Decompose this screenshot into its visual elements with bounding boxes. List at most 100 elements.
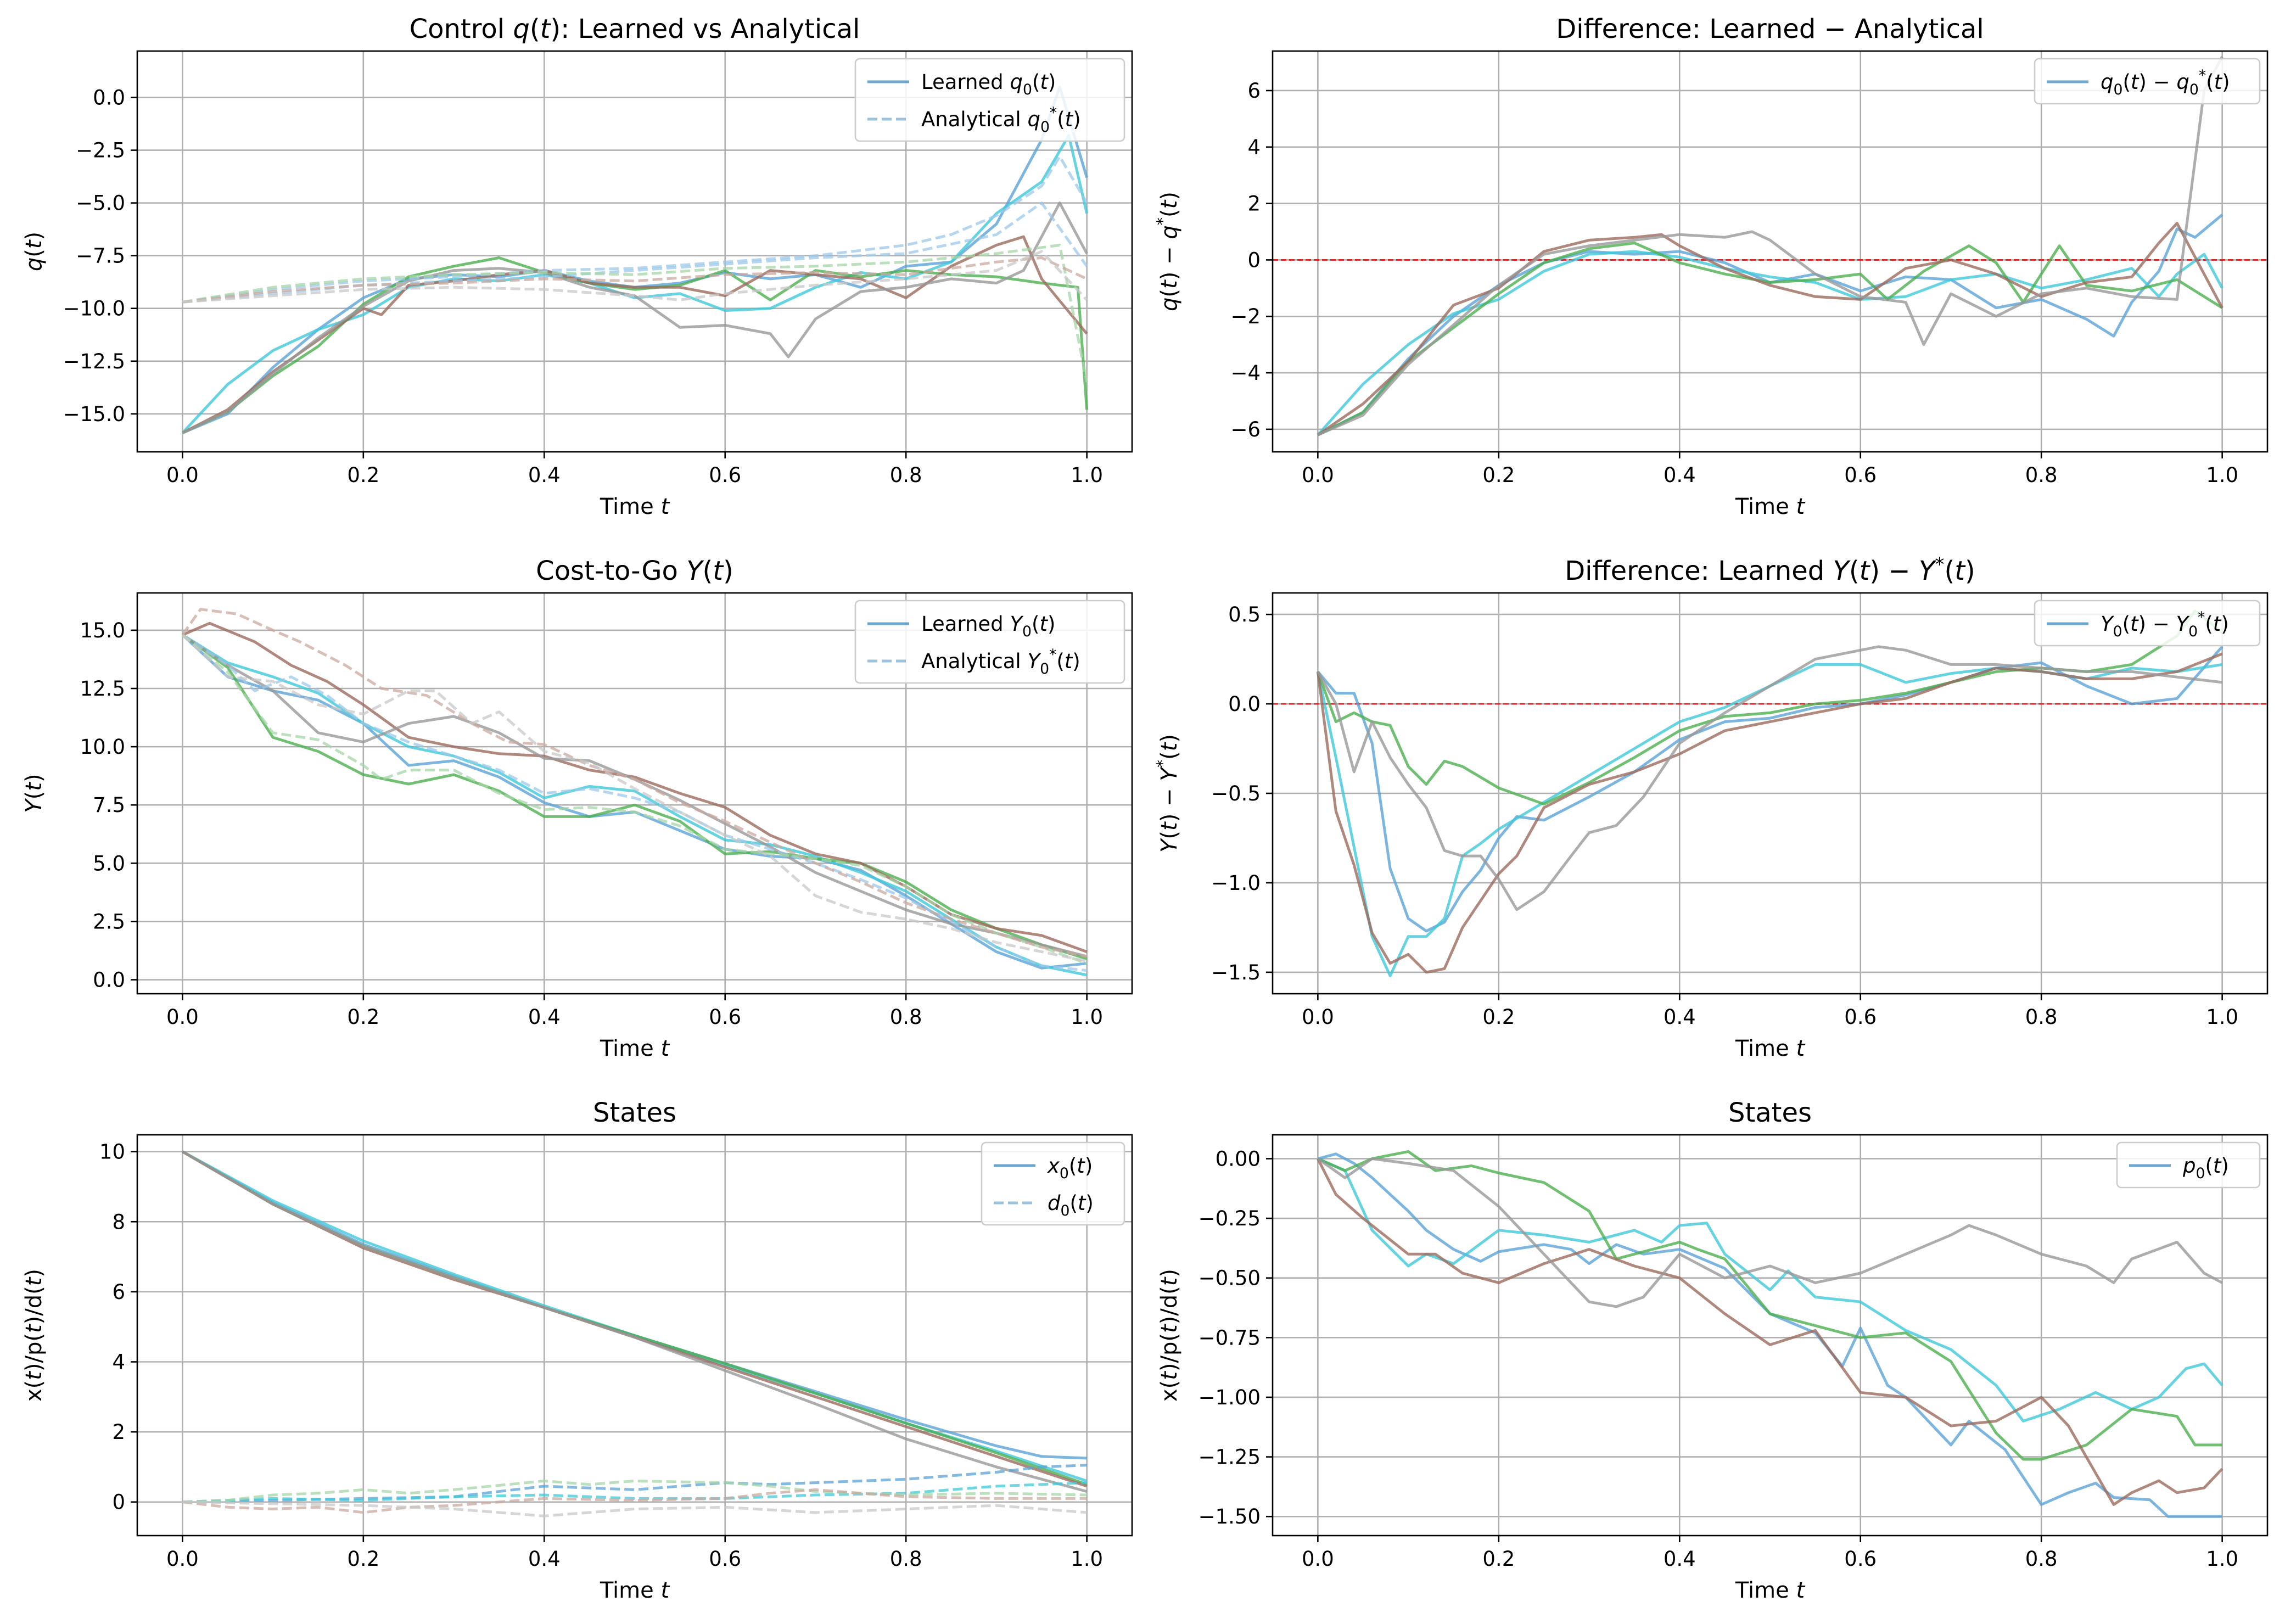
analytical-series-line-9 xyxy=(182,256,1088,304)
axes-frame xyxy=(136,592,1133,995)
x-tick-label: 0.6 xyxy=(1844,1005,1877,1029)
y-tick-label: 8 xyxy=(112,1210,125,1234)
chart-title: Difference: Learned Y(t) − Y*(t) xyxy=(1565,554,1975,586)
learned-series-line-1 xyxy=(1317,1152,2222,1518)
y-tick-label: −15.0 xyxy=(63,402,125,426)
y-tick-label: 0.5 xyxy=(1228,603,1261,626)
learned-series-line-3 xyxy=(1317,1150,2222,1461)
x-tick-label: 0.6 xyxy=(709,1005,741,1029)
x-tick-label: 0.8 xyxy=(2025,463,2058,487)
legend-box xyxy=(2116,1141,2261,1189)
x-tick-label: 0.4 xyxy=(528,1547,561,1571)
chart-title: Cost-to-Go Y(t) xyxy=(536,556,733,586)
x-tick-label: 0.4 xyxy=(528,1005,561,1029)
y-tick-label: −1.50 xyxy=(1198,1505,1261,1528)
y-tick-label: 0.00 xyxy=(1216,1147,1261,1171)
y-tick-label: 4 xyxy=(1247,136,1261,159)
x-tick-label: 1.0 xyxy=(1071,1547,1103,1571)
x-tick-label: 0.0 xyxy=(1302,1005,1334,1029)
x-tick-label: 0.8 xyxy=(890,1547,922,1571)
axes-frame xyxy=(1272,50,2269,453)
y-tick-label: −1.25 xyxy=(1198,1446,1261,1469)
y-tick-label: −1.5 xyxy=(1211,961,1261,984)
legend-box xyxy=(854,58,1125,142)
y-tick-label: −5.0 xyxy=(76,192,125,215)
analytical-series-line-7 xyxy=(182,1481,1087,1504)
legend: Learned Y0(t) Analytical Y0*(t) xyxy=(854,600,1125,684)
legend: q0(t) − q0*(t) xyxy=(2034,58,2261,105)
x-tick-label: 0.6 xyxy=(709,463,741,487)
legend-label: Learned q0(t) xyxy=(921,70,1056,98)
legend-label: q0(t) − q0*(t) xyxy=(2101,67,2230,98)
y-tick-label: 5.0 xyxy=(93,852,125,875)
y-tick-label: 0.0 xyxy=(93,86,125,110)
series-group xyxy=(181,85,1089,434)
legend-label: x0(t) xyxy=(1047,1154,1093,1182)
learned-series-line-2 xyxy=(1316,663,2222,977)
learned-series-line-1 xyxy=(182,85,1088,434)
chart-title: Control q(t): Learned vs Analytical xyxy=(410,14,860,44)
x-tick-label: 0.6 xyxy=(1844,463,1877,487)
x-tick-label: 0.4 xyxy=(1664,1547,1696,1571)
y-axis-label: Y(t) xyxy=(21,774,47,813)
y-tick-label: 6 xyxy=(1247,79,1261,103)
y-tick-label: −0.5 xyxy=(1211,782,1261,805)
learned-series-line-2 xyxy=(182,634,1088,977)
y-tick-label: 6 xyxy=(112,1280,125,1304)
x-tick-label: 0.0 xyxy=(166,463,199,487)
learned-series-line-5 xyxy=(182,201,1088,434)
chart-title: Difference: Learned − Analytical xyxy=(1556,14,1984,44)
learned-series-line-3 xyxy=(182,1150,1088,1486)
x-tick-label: 0.2 xyxy=(1482,1005,1515,1029)
chart-panel-6: 0.0 0.2 0.4 0.6 0.8 1.0 −1.50 −1.25 −1.00 −0.75 −0… xyxy=(1157,1097,2269,1603)
x-tick-label: 1.0 xyxy=(2206,463,2238,487)
x-tick-label: 0.2 xyxy=(1482,1547,1515,1571)
x-tick-label: 0.8 xyxy=(2025,1547,2058,1571)
x-tick-label: 0.4 xyxy=(1664,463,1696,487)
x-axis-label: Time t xyxy=(1735,1578,1806,1603)
x-tick-label: 0.8 xyxy=(2025,1005,2058,1029)
legend: Learned q0(t) Analytical q0*(t) xyxy=(854,58,1125,142)
learned-series-line-1 xyxy=(182,1150,1087,1460)
chart-panel-2: 0.0 0.2 0.4 0.6 0.8 1.0 −6 −4 −2 0 2 4 6 Difference: … xyxy=(1153,14,2269,519)
learned-series-line-5 xyxy=(182,1150,1088,1493)
legend-label: Y0(t) − Y0*(t) xyxy=(2101,609,2229,640)
x-tick-label: 0.2 xyxy=(347,1547,379,1571)
x-axis-label: Time t xyxy=(600,1036,670,1061)
x-tick-label: 0.6 xyxy=(709,1547,741,1571)
y-tick-label: −7.5 xyxy=(76,244,125,268)
y-tick-label: 2 xyxy=(1247,192,1261,216)
analytical-series-line-6 xyxy=(182,155,1088,304)
x-tick-label: 0.8 xyxy=(890,1005,922,1029)
x-tick-label: 0.8 xyxy=(890,463,922,487)
x-tick-label: 0.2 xyxy=(1482,463,1515,487)
chart-panel-4: 0.0 0.2 0.4 0.6 0.8 1.0 −1.5 −1.0 −0.5 0.0 0.5 Diff… xyxy=(1153,554,2269,1061)
legend: x0(t) d0(t) xyxy=(981,1141,1125,1226)
x-axis-label: Time t xyxy=(1735,1036,1806,1061)
legend-box xyxy=(854,600,1125,684)
analytical-series-line-6 xyxy=(182,1464,1087,1504)
series-group xyxy=(1316,609,2224,977)
legend-label: p0(t) xyxy=(2182,1154,2229,1182)
y-tick-label: −4 xyxy=(1230,361,1261,385)
y-tick-label: 0 xyxy=(1247,248,1261,272)
analytical-series-line-10 xyxy=(182,1500,1087,1517)
chart-panel-1: 0.0 0.2 0.4 0.6 0.8 1.0 −15.0 −12.5 −10.0 −7.5 −5.… xyxy=(21,14,1133,519)
x-tick-label: 0.0 xyxy=(166,1547,199,1571)
y-tick-label: −2.5 xyxy=(76,139,125,163)
x-axis-label: Time t xyxy=(600,494,670,519)
y-tick-label: 4 xyxy=(112,1350,125,1374)
series-group xyxy=(1317,56,2224,436)
learned-series-line-3 xyxy=(1317,242,2223,436)
chart-panel-3: 0.0 0.2 0.4 0.6 0.8 1.0 0.0 2.5 5.0 7.5 10.0 12.5 15… xyxy=(21,556,1133,1061)
x-axis-label: Time t xyxy=(600,1578,670,1603)
learned-series-line-4 xyxy=(1316,652,2223,974)
analytical-series-line-10 xyxy=(182,250,1088,304)
chart-title: States xyxy=(593,1097,676,1128)
y-axis-label: q(t) xyxy=(21,232,47,271)
x-tick-label: 0.0 xyxy=(166,1005,199,1029)
y-tick-label: −0.75 xyxy=(1198,1326,1261,1349)
analytical-series-line-9 xyxy=(181,634,1088,963)
learned-series-line-5 xyxy=(1317,1157,2223,1308)
learned-series-line-2 xyxy=(1317,250,2224,436)
